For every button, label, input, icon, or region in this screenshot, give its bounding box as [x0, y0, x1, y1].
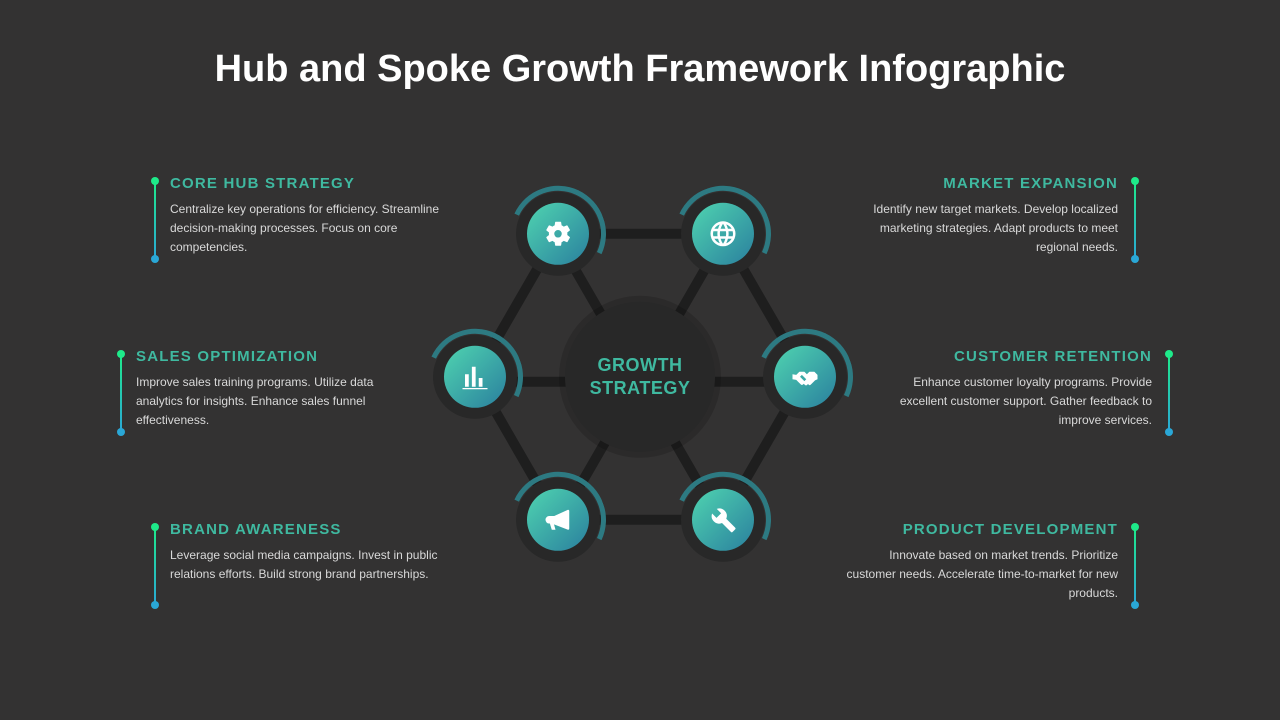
spoke-heading: MARKET EXPANSION: [838, 175, 1118, 192]
hub-spoke-diagram: GROWTH STRATEGY: [430, 167, 850, 587]
text-marker: [154, 181, 156, 259]
text-marker: [1134, 181, 1136, 259]
spoke-text-2: CUSTOMER RETENTION Enhance customer loya…: [872, 348, 1152, 431]
spoke-node-0: [516, 192, 600, 276]
text-marker: [1168, 354, 1170, 432]
spoke-heading: CUSTOMER RETENTION: [872, 348, 1152, 365]
spoke-node-2: [763, 335, 847, 419]
node-arc: [661, 458, 784, 581]
spoke-text-1: MARKET EXPANSION Identify new target mar…: [838, 175, 1118, 258]
node-arc: [496, 172, 619, 295]
spoke-heading: CORE HUB STRATEGY: [170, 175, 450, 192]
spoke-heading: BRAND AWARENESS: [170, 521, 450, 538]
node-arc: [743, 315, 866, 438]
spoke-node-1: [681, 192, 765, 276]
spoke-text-3: PRODUCT DEVELOPMENT Innovate based on ma…: [838, 521, 1118, 604]
spoke-node-5: [433, 335, 517, 419]
text-marker: [1134, 527, 1136, 605]
text-marker: [154, 527, 156, 605]
spoke-node-3: [681, 478, 765, 562]
node-arc: [661, 172, 784, 295]
spoke-heading: PRODUCT DEVELOPMENT: [838, 521, 1118, 538]
spoke-text-0: CORE HUB STRATEGY Centralize key operati…: [170, 175, 450, 258]
center-label: GROWTH STRATEGY: [565, 353, 715, 400]
center-hub: GROWTH STRATEGY: [565, 302, 715, 452]
node-arc: [413, 315, 536, 438]
spoke-body: Enhance customer loyalty programs. Provi…: [872, 373, 1152, 431]
spoke-body: Innovate based on market trends. Priorit…: [838, 546, 1118, 604]
spoke-body: Improve sales training programs. Utilize…: [136, 373, 416, 431]
page-title: Hub and Spoke Growth Framework Infograph…: [0, 48, 1280, 91]
spoke-heading: SALES OPTIMIZATION: [136, 348, 416, 365]
spoke-node-4: [516, 478, 600, 562]
spoke-text-5: SALES OPTIMIZATION Improve sales trainin…: [136, 348, 416, 431]
spoke-body: Identify new target markets. Develop loc…: [838, 200, 1118, 258]
spoke-body: Leverage social media campaigns. Invest …: [170, 546, 450, 584]
spoke-text-4: BRAND AWARENESS Leverage social media ca…: [170, 521, 450, 584]
node-arc: [496, 458, 619, 581]
text-marker: [120, 354, 122, 432]
spoke-body: Centralize key operations for efficiency…: [170, 200, 450, 258]
